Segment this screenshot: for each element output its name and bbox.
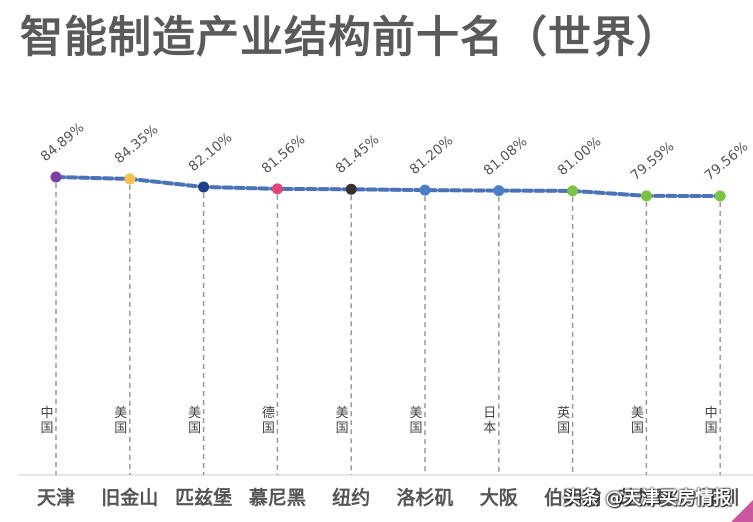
country-label: 德国 — [261, 406, 275, 436]
country-label: 中国 — [704, 406, 718, 436]
data-point-marker — [198, 181, 210, 193]
country-label: 美国 — [114, 406, 128, 436]
data-point-marker — [493, 185, 505, 197]
data-point-marker — [50, 171, 62, 183]
city-label: 纽约 — [332, 487, 371, 509]
data-point-marker — [419, 184, 431, 196]
country-label: 日本 — [483, 406, 497, 436]
city-label: 洛杉矶 — [396, 487, 454, 509]
city-label: 芝加哥 — [617, 487, 675, 509]
data-point-marker — [640, 190, 652, 202]
data-point-marker — [714, 190, 726, 202]
country-label: 中国 — [40, 406, 54, 436]
data-point-marker — [345, 183, 357, 195]
watermark: 头条 @天津买房情报 — [563, 488, 732, 509]
country-label: 美国 — [188, 406, 202, 436]
data-point-marker — [271, 183, 283, 195]
country-label: 美国 — [409, 406, 423, 436]
city-label: 天津 — [36, 487, 76, 509]
country-label: 美国 — [630, 406, 644, 436]
city-label: 匹兹堡 — [175, 487, 233, 509]
city-label: 伯明翰 — [544, 487, 602, 509]
city-label: 深圳 — [701, 487, 740, 509]
country-label: 英国 — [557, 406, 571, 436]
corner-decoration — [731, 500, 753, 522]
chart-title: 智能制造产业结构前十名（世界） — [20, 13, 680, 63]
data-point-marker — [567, 185, 579, 197]
city-label: 慕尼黑 — [248, 487, 306, 509]
series-line — [54, 175, 723, 198]
data-point-marker — [124, 173, 136, 185]
city-label: 大阪 — [479, 487, 518, 509]
city-label: 旧金山 — [101, 487, 159, 509]
country-label: 美国 — [335, 406, 349, 436]
